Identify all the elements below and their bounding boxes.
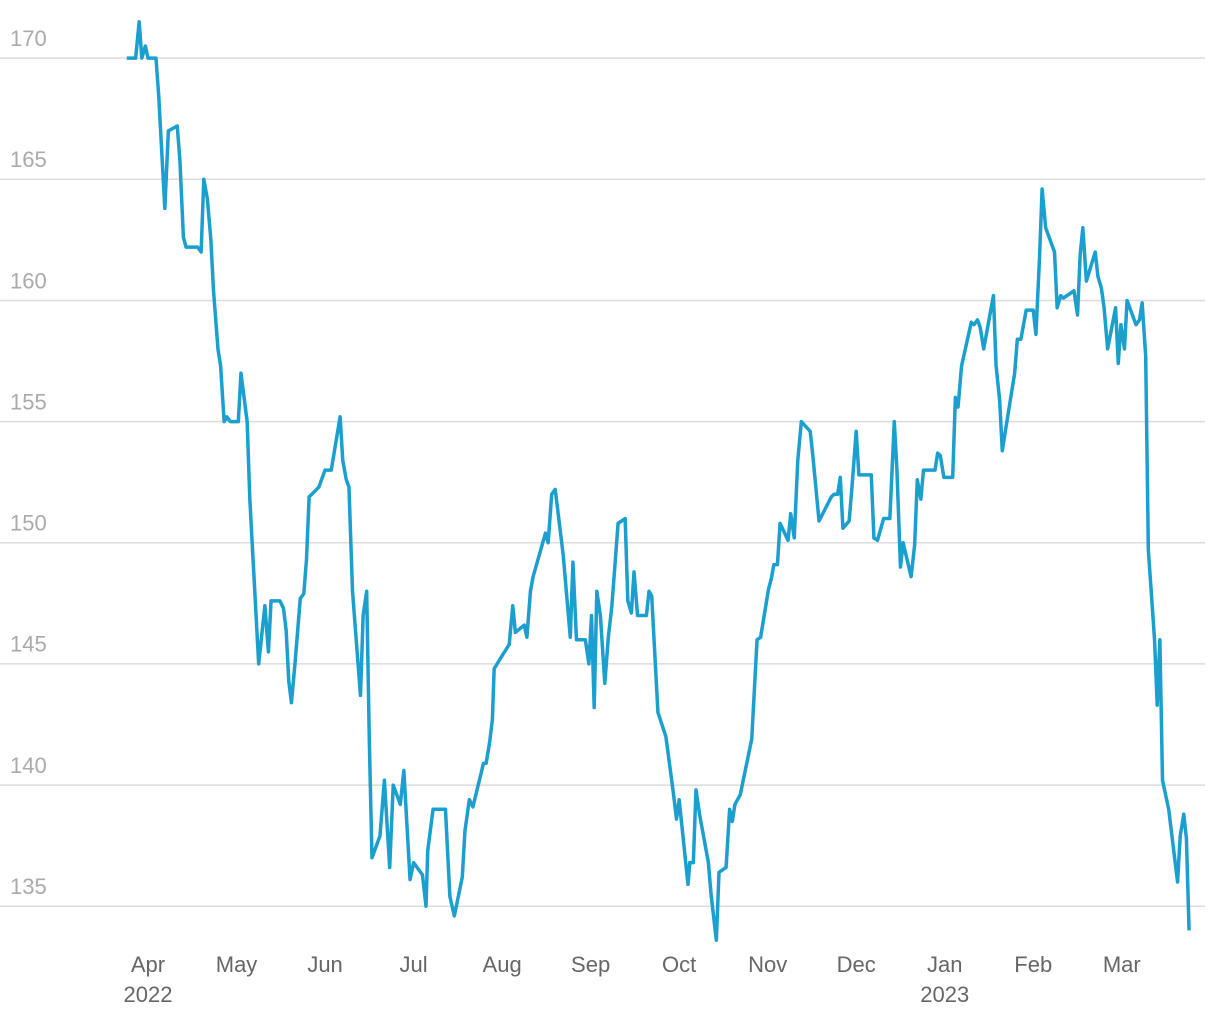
x-tick-label: Feb: [1014, 952, 1052, 977]
y-tick-label: 135: [10, 874, 47, 899]
x-year-label: 2022: [124, 982, 173, 1007]
x-tick-label: Apr: [131, 952, 165, 977]
y-tick-label: 160: [10, 268, 47, 293]
x-year-label: 2023: [920, 982, 969, 1007]
y-tick-label: 170: [10, 26, 47, 51]
y-tick-label: 155: [10, 389, 47, 414]
x-tick-label: Mar: [1103, 952, 1141, 977]
x-tick-label: Aug: [483, 952, 522, 977]
x-tick-label: May: [216, 952, 258, 977]
x-tick-label: Jan: [927, 952, 962, 977]
x-tick-label: Jun: [307, 952, 342, 977]
x-tick-label: Dec: [837, 952, 876, 977]
y-tick-label: 140: [10, 753, 47, 778]
x-tick-label: Sep: [571, 952, 610, 977]
y-tick-label: 150: [10, 511, 47, 536]
y-tick-label: 165: [10, 147, 47, 172]
x-tick-label: Oct: [662, 952, 696, 977]
x-tick-label: Nov: [748, 952, 787, 977]
y-tick-label: 145: [10, 632, 47, 657]
price-line: [126, 20, 1191, 942]
x-tick-label: Jul: [400, 952, 428, 977]
